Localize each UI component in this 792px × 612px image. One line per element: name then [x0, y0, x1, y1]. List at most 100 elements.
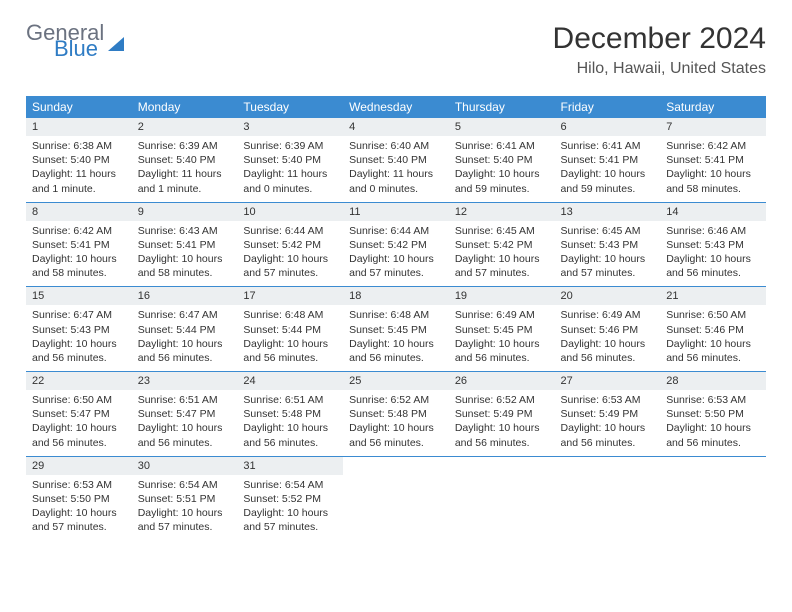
calendar-cell: 10Sunrise: 6:44 AMSunset: 5:42 PMDayligh… [237, 202, 343, 287]
calendar-week-row: 1Sunrise: 6:38 AMSunset: 5:40 PMDaylight… [26, 118, 766, 202]
day-number: 11 [343, 203, 449, 221]
day-details: Sunrise: 6:48 AMSunset: 5:44 PMDaylight:… [237, 305, 343, 371]
calendar-cell: 21Sunrise: 6:50 AMSunset: 5:46 PMDayligh… [660, 287, 766, 372]
calendar-cell: 31Sunrise: 6:54 AMSunset: 5:52 PMDayligh… [237, 456, 343, 540]
day-number: 23 [132, 372, 238, 390]
day-details: Sunrise: 6:54 AMSunset: 5:51 PMDaylight:… [132, 475, 238, 541]
calendar-cell: 25Sunrise: 6:52 AMSunset: 5:48 PMDayligh… [343, 372, 449, 457]
calendar-week-row: 29Sunrise: 6:53 AMSunset: 5:50 PMDayligh… [26, 456, 766, 540]
day-details: Sunrise: 6:53 AMSunset: 5:50 PMDaylight:… [660, 390, 766, 456]
day-number: 5 [449, 118, 555, 136]
calendar-cell: 12Sunrise: 6:45 AMSunset: 5:42 PMDayligh… [449, 202, 555, 287]
calendar-cell: 2Sunrise: 6:39 AMSunset: 5:40 PMDaylight… [132, 118, 238, 202]
day-number: 24 [237, 372, 343, 390]
day-details: Sunrise: 6:43 AMSunset: 5:41 PMDaylight:… [132, 221, 238, 287]
day-details: Sunrise: 6:38 AMSunset: 5:40 PMDaylight:… [26, 136, 132, 202]
day-details: Sunrise: 6:50 AMSunset: 5:47 PMDaylight:… [26, 390, 132, 456]
day-details: Sunrise: 6:44 AMSunset: 5:42 PMDaylight:… [343, 221, 449, 287]
calendar-cell: 17Sunrise: 6:48 AMSunset: 5:44 PMDayligh… [237, 287, 343, 372]
day-number: 14 [660, 203, 766, 221]
calendar-cell [449, 456, 555, 540]
day-details: Sunrise: 6:44 AMSunset: 5:42 PMDaylight:… [237, 221, 343, 287]
calendar-table: Sunday Monday Tuesday Wednesday Thursday… [26, 96, 766, 540]
calendar-cell: 14Sunrise: 6:46 AMSunset: 5:43 PMDayligh… [660, 202, 766, 287]
calendar-week-row: 8Sunrise: 6:42 AMSunset: 5:41 PMDaylight… [26, 202, 766, 287]
day-details: Sunrise: 6:47 AMSunset: 5:43 PMDaylight:… [26, 305, 132, 371]
day-number: 6 [555, 118, 661, 136]
day-details: Sunrise: 6:39 AMSunset: 5:40 PMDaylight:… [237, 136, 343, 202]
month-title: December 2024 [553, 22, 766, 56]
day-details: Sunrise: 6:48 AMSunset: 5:45 PMDaylight:… [343, 305, 449, 371]
calendar-cell: 29Sunrise: 6:53 AMSunset: 5:50 PMDayligh… [26, 456, 132, 540]
day-details: Sunrise: 6:51 AMSunset: 5:47 PMDaylight:… [132, 390, 238, 456]
day-details: Sunrise: 6:49 AMSunset: 5:45 PMDaylight:… [449, 305, 555, 371]
day-details: Sunrise: 6:42 AMSunset: 5:41 PMDaylight:… [26, 221, 132, 287]
day-number: 29 [26, 457, 132, 475]
calendar-cell: 23Sunrise: 6:51 AMSunset: 5:47 PMDayligh… [132, 372, 238, 457]
day-details: Sunrise: 6:40 AMSunset: 5:40 PMDaylight:… [343, 136, 449, 202]
col-tuesday: Tuesday [237, 96, 343, 118]
calendar-cell: 1Sunrise: 6:38 AMSunset: 5:40 PMDaylight… [26, 118, 132, 202]
location-text: Hilo, Hawaii, United States [553, 60, 766, 78]
logo: General Blue [26, 22, 124, 60]
col-sunday: Sunday [26, 96, 132, 118]
day-number: 12 [449, 203, 555, 221]
day-details: Sunrise: 6:51 AMSunset: 5:48 PMDaylight:… [237, 390, 343, 456]
weekday-header-row: Sunday Monday Tuesday Wednesday Thursday… [26, 96, 766, 118]
day-details: Sunrise: 6:53 AMSunset: 5:50 PMDaylight:… [26, 475, 132, 541]
day-details: Sunrise: 6:41 AMSunset: 5:41 PMDaylight:… [555, 136, 661, 202]
calendar-cell: 4Sunrise: 6:40 AMSunset: 5:40 PMDaylight… [343, 118, 449, 202]
day-details: Sunrise: 6:52 AMSunset: 5:48 PMDaylight:… [343, 390, 449, 456]
day-number: 4 [343, 118, 449, 136]
calendar-cell: 11Sunrise: 6:44 AMSunset: 5:42 PMDayligh… [343, 202, 449, 287]
calendar-cell: 8Sunrise: 6:42 AMSunset: 5:41 PMDaylight… [26, 202, 132, 287]
day-number: 27 [555, 372, 661, 390]
calendar-cell: 5Sunrise: 6:41 AMSunset: 5:40 PMDaylight… [449, 118, 555, 202]
col-thursday: Thursday [449, 96, 555, 118]
calendar-cell: 9Sunrise: 6:43 AMSunset: 5:41 PMDaylight… [132, 202, 238, 287]
day-details: Sunrise: 6:50 AMSunset: 5:46 PMDaylight:… [660, 305, 766, 371]
calendar-cell: 6Sunrise: 6:41 AMSunset: 5:41 PMDaylight… [555, 118, 661, 202]
calendar-cell: 16Sunrise: 6:47 AMSunset: 5:44 PMDayligh… [132, 287, 238, 372]
day-details: Sunrise: 6:45 AMSunset: 5:42 PMDaylight:… [449, 221, 555, 287]
calendar-cell: 22Sunrise: 6:50 AMSunset: 5:47 PMDayligh… [26, 372, 132, 457]
calendar-cell: 27Sunrise: 6:53 AMSunset: 5:49 PMDayligh… [555, 372, 661, 457]
day-details: Sunrise: 6:49 AMSunset: 5:46 PMDaylight:… [555, 305, 661, 371]
calendar-cell: 26Sunrise: 6:52 AMSunset: 5:49 PMDayligh… [449, 372, 555, 457]
calendar-week-row: 15Sunrise: 6:47 AMSunset: 5:43 PMDayligh… [26, 287, 766, 372]
day-number: 9 [132, 203, 238, 221]
calendar-cell [660, 456, 766, 540]
calendar-cell [343, 456, 449, 540]
day-number: 31 [237, 457, 343, 475]
day-number: 2 [132, 118, 238, 136]
day-number: 3 [237, 118, 343, 136]
col-friday: Friday [555, 96, 661, 118]
page-header: General Blue December 2024 Hilo, Hawaii,… [26, 22, 766, 78]
col-wednesday: Wednesday [343, 96, 449, 118]
day-details: Sunrise: 6:53 AMSunset: 5:49 PMDaylight:… [555, 390, 661, 456]
calendar-cell: 15Sunrise: 6:47 AMSunset: 5:43 PMDayligh… [26, 287, 132, 372]
logo-word-2: Blue [54, 38, 104, 60]
day-number: 30 [132, 457, 238, 475]
day-number: 1 [26, 118, 132, 136]
calendar-cell: 20Sunrise: 6:49 AMSunset: 5:46 PMDayligh… [555, 287, 661, 372]
day-number: 10 [237, 203, 343, 221]
day-number: 16 [132, 287, 238, 305]
day-details: Sunrise: 6:47 AMSunset: 5:44 PMDaylight:… [132, 305, 238, 371]
logo-triangle-icon [108, 37, 124, 51]
day-details: Sunrise: 6:54 AMSunset: 5:52 PMDaylight:… [237, 475, 343, 541]
day-number: 8 [26, 203, 132, 221]
col-saturday: Saturday [660, 96, 766, 118]
calendar-cell: 13Sunrise: 6:45 AMSunset: 5:43 PMDayligh… [555, 202, 661, 287]
day-details: Sunrise: 6:42 AMSunset: 5:41 PMDaylight:… [660, 136, 766, 202]
calendar-cell: 19Sunrise: 6:49 AMSunset: 5:45 PMDayligh… [449, 287, 555, 372]
day-number: 21 [660, 287, 766, 305]
day-number: 22 [26, 372, 132, 390]
calendar-cell: 28Sunrise: 6:53 AMSunset: 5:50 PMDayligh… [660, 372, 766, 457]
day-details: Sunrise: 6:41 AMSunset: 5:40 PMDaylight:… [449, 136, 555, 202]
col-monday: Monday [132, 96, 238, 118]
calendar-cell [555, 456, 661, 540]
calendar-cell: 30Sunrise: 6:54 AMSunset: 5:51 PMDayligh… [132, 456, 238, 540]
day-number: 15 [26, 287, 132, 305]
day-details: Sunrise: 6:52 AMSunset: 5:49 PMDaylight:… [449, 390, 555, 456]
